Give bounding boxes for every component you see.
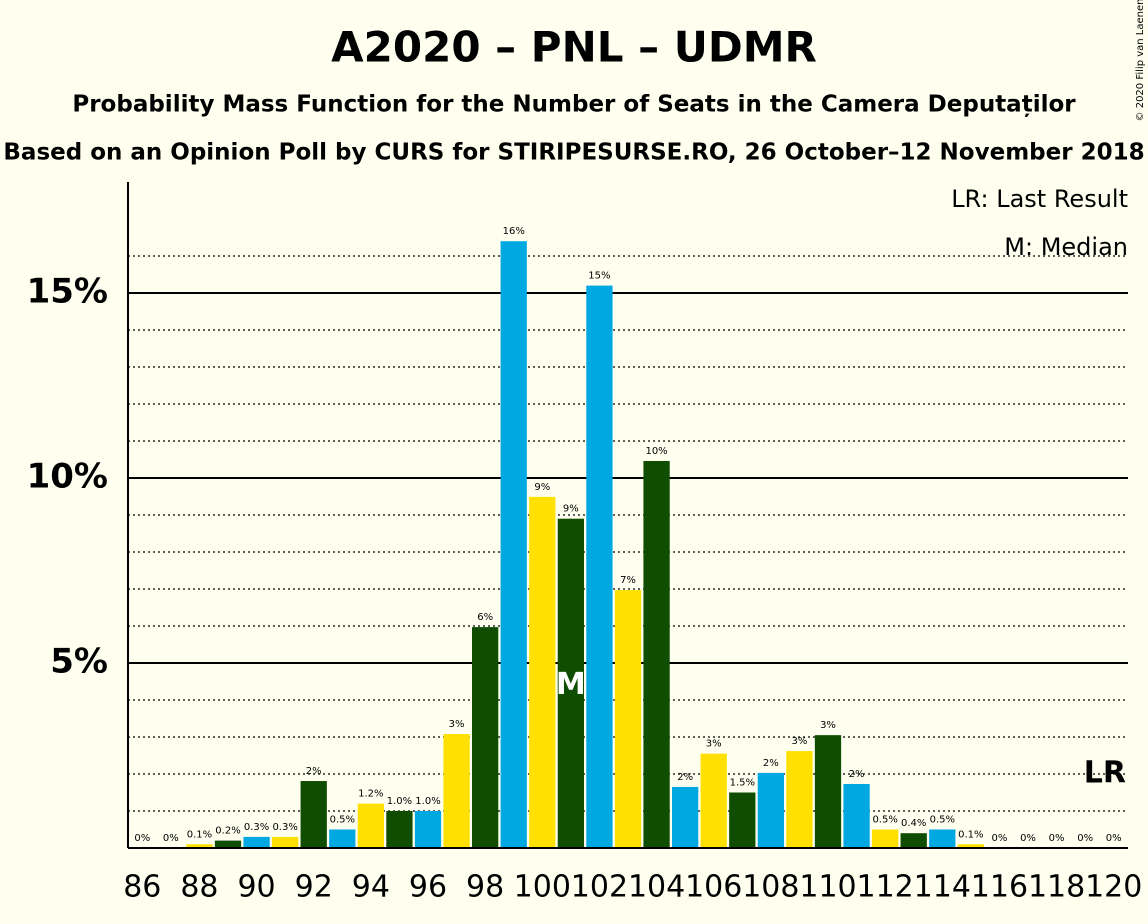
- value-label: 0%: [991, 833, 1007, 844]
- x-tick-label: 108: [742, 870, 799, 905]
- bar: [843, 783, 870, 848]
- median-marker: M: [556, 667, 586, 702]
- x-tick-label: 110: [799, 870, 856, 905]
- x-tick-label: 100: [514, 870, 571, 905]
- bar: [357, 803, 384, 848]
- value-label: 0.5%: [330, 815, 355, 826]
- bar: [786, 751, 813, 848]
- bar: [300, 781, 327, 848]
- bar: [957, 844, 984, 848]
- bar: [757, 772, 784, 848]
- x-tick-label: 114: [914, 870, 971, 905]
- value-label: 1.0%: [415, 796, 440, 807]
- chart-subtitle: Based on an Opinion Poll by CURS for STI…: [3, 140, 1144, 166]
- x-tick-label: 92: [295, 870, 333, 905]
- copyright: © 2020 Filip van Laenen: [1135, 0, 1146, 121]
- value-label: 0.5%: [872, 815, 897, 826]
- x-tick-label: 86: [123, 870, 161, 905]
- bar: [872, 829, 899, 848]
- value-label: 3%: [449, 719, 465, 730]
- value-label: 0.3%: [272, 822, 297, 833]
- value-label: 9%: [563, 504, 579, 515]
- value-label: 2%: [306, 766, 322, 777]
- value-label: 2%: [677, 772, 693, 783]
- value-label: 1.5%: [730, 778, 755, 789]
- x-tick-label: 96: [409, 870, 447, 905]
- value-label: 0%: [134, 833, 150, 844]
- value-label: 3%: [820, 720, 836, 731]
- value-label: 0%: [1077, 833, 1093, 844]
- value-label: 0%: [163, 833, 179, 844]
- bar: [900, 833, 927, 848]
- value-label: 2%: [849, 769, 865, 780]
- bar: [529, 496, 556, 848]
- x-tick-label: 98: [466, 870, 504, 905]
- bar: [700, 753, 727, 848]
- value-label: 0.3%: [244, 822, 269, 833]
- bar: [329, 829, 356, 848]
- bar: [272, 836, 299, 848]
- value-label: 1.0%: [387, 796, 412, 807]
- chart-subtitle: Probability Mass Function for the Number…: [72, 92, 1076, 118]
- value-label: 3%: [706, 739, 722, 750]
- value-label: 0%: [1106, 833, 1122, 844]
- x-tick-label: 118: [1028, 870, 1085, 905]
- bar: [443, 734, 470, 848]
- value-label: 3%: [791, 736, 807, 747]
- bar: [214, 840, 242, 848]
- bar: [243, 836, 270, 848]
- x-tick-label: 120: [1085, 870, 1142, 905]
- bar: [557, 518, 584, 848]
- value-label: 0.1%: [958, 829, 983, 840]
- bar: [186, 844, 213, 848]
- last-result-marker: LR: [1084, 756, 1126, 791]
- legend-entry: M: Median: [1004, 233, 1128, 261]
- value-label: 0%: [1020, 833, 1036, 844]
- y-tick-label: 10%: [27, 457, 108, 497]
- x-tick-label: 102: [571, 870, 628, 905]
- y-tick-label: 15%: [27, 272, 108, 312]
- bar: [472, 627, 499, 848]
- value-label: 2%: [763, 758, 779, 769]
- x-tick-label: 94: [352, 870, 390, 905]
- legend-entry: LR: Last Result: [951, 185, 1128, 213]
- bar: [614, 590, 642, 848]
- x-tick-label: 106: [685, 870, 742, 905]
- bar: [500, 241, 527, 848]
- value-label: 0.1%: [187, 829, 212, 840]
- value-label: 0.2%: [215, 826, 240, 837]
- value-label: 15%: [588, 271, 610, 282]
- bar: [386, 811, 413, 848]
- value-label: 10%: [645, 446, 667, 457]
- x-tick-label: 116: [971, 870, 1028, 905]
- bar: [414, 811, 442, 848]
- bar: [814, 735, 842, 848]
- chart-title: A2020 – PNL – UDMR: [331, 23, 817, 72]
- value-label: 16%: [503, 226, 525, 237]
- bar: [929, 829, 956, 848]
- value-label: 9%: [534, 482, 550, 493]
- value-label: 1.2%: [358, 789, 383, 800]
- bar: [643, 460, 670, 848]
- bar: [586, 285, 613, 849]
- value-label: 7%: [620, 575, 636, 586]
- bar: [672, 786, 699, 848]
- value-label: 6%: [477, 612, 493, 623]
- value-label: 0.5%: [930, 815, 955, 826]
- bar: [729, 792, 756, 848]
- value-label: 0.4%: [901, 818, 926, 829]
- x-tick-label: 90: [237, 870, 275, 905]
- x-tick-label: 88: [180, 870, 218, 905]
- y-tick-label: 5%: [50, 642, 108, 682]
- x-tick-label: 112: [857, 870, 914, 905]
- value-label: 0%: [1049, 833, 1065, 844]
- x-tick-label: 104: [628, 870, 685, 905]
